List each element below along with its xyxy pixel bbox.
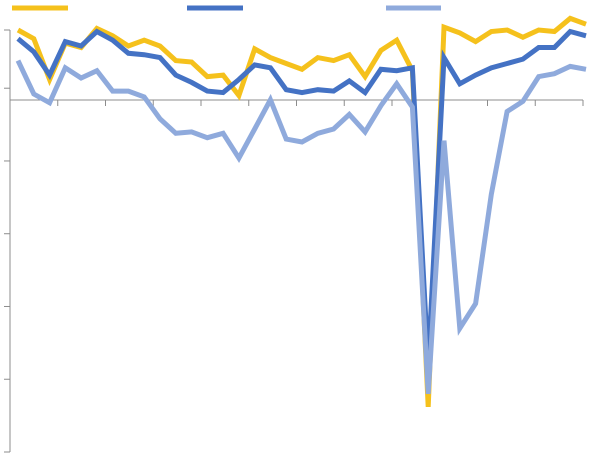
axes: [4, 29, 584, 453]
series-lines: [15, 15, 587, 408]
series-3-line: [15, 59, 587, 394]
